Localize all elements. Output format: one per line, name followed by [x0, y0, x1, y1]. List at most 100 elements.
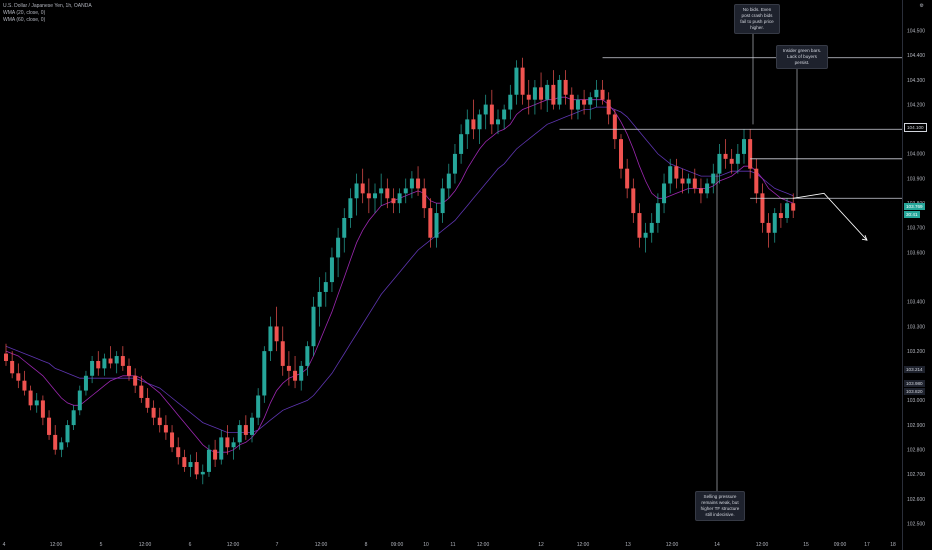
candle-body: [47, 417, 52, 435]
candle-body: [452, 153, 457, 174]
candle-body: [791, 203, 796, 211]
candle-body: [508, 94, 513, 110]
candle-body: [489, 104, 494, 125]
candle-body: [723, 153, 728, 159]
candle-body: [176, 447, 181, 458]
legend-wma60[interactable]: WMA (60, close, 0): [3, 17, 46, 23]
candle-body: [582, 99, 587, 105]
candle-body: [692, 178, 697, 189]
candle-body: [268, 326, 273, 352]
candle-body: [250, 417, 254, 435]
candle-body: [662, 183, 667, 204]
candle-body: [655, 203, 660, 223]
candle-body: [280, 341, 285, 366]
candle-body: [213, 449, 218, 460]
candle-body: [698, 188, 703, 194]
candle-body: [680, 178, 685, 184]
projection-path: [793, 192, 868, 241]
candle-body: [71, 410, 76, 426]
candle-body: [526, 94, 531, 100]
candle-body: [96, 360, 101, 369]
candle-body: [625, 168, 630, 189]
candle-body: [243, 425, 248, 435]
candle-body: [59, 442, 64, 450]
candle-body: [16, 373, 21, 381]
candle-body: [323, 282, 328, 292]
candle-body: [108, 358, 113, 364]
candle-body: [520, 67, 525, 95]
candle-body: [354, 183, 359, 199]
candle-body: [643, 232, 648, 238]
candle-body: [778, 213, 783, 218]
candle-body: [785, 203, 790, 218]
candle-body: [286, 365, 291, 371]
candle-body: [729, 158, 734, 164]
candle-body: [311, 306, 316, 347]
candle-body: [514, 67, 519, 95]
candle-body: [588, 97, 593, 105]
candle-body: [329, 257, 334, 283]
price-tag-104100: 104.100: [904, 123, 927, 132]
candle-body: [10, 360, 15, 374]
candle-body: [293, 370, 298, 381]
candle-body: [735, 153, 740, 164]
countdown-tag: 30:41: [904, 211, 920, 218]
candle-body: [262, 351, 267, 396]
candle-body: [348, 198, 353, 218]
candle-body: [305, 346, 310, 366]
legend-symbol[interactable]: U.S. Dollar / Japanese Yen, 1h, OANDA: [3, 3, 92, 9]
candle-body: [206, 449, 211, 472]
legend: U.S. Dollar / Japanese Yen, 1h, OANDA WM…: [3, 3, 92, 24]
candle-body: [231, 442, 236, 448]
candle-body: [440, 188, 445, 214]
candle-body: [77, 390, 82, 411]
candle-body: [668, 166, 673, 184]
price-axis-panel[interactable]: [902, 0, 932, 550]
candle-body: [225, 437, 230, 448]
candle-body: [717, 153, 722, 174]
candle-body: [403, 188, 408, 194]
candle-body: [416, 178, 421, 189]
annotation-note-top[interactable]: No bids. Even post crash bids fail to pu…: [734, 4, 780, 34]
candle-body: [360, 183, 365, 194]
candle-body: [299, 365, 304, 381]
candle-body: [194, 462, 199, 475]
candle-body: [139, 385, 144, 398]
candle-body: [557, 79, 562, 105]
candle-body: [34, 400, 39, 406]
candle-body: [256, 395, 261, 418]
candle-body: [686, 178, 691, 184]
candle-body: [317, 291, 322, 307]
legend-wma20[interactable]: WMA (20, close, 0): [3, 10, 46, 16]
candle-body: [551, 84, 556, 105]
candle-body: [459, 134, 464, 154]
annotation-note-bottom[interactable]: Selling pressure remains weak, but highe…: [695, 491, 745, 521]
candle-body: [477, 114, 482, 130]
candle-body: [4, 353, 8, 361]
candle-body: [342, 218, 347, 238]
candle-body: [649, 222, 654, 233]
candle-body: [502, 109, 507, 120]
candle-body: [22, 380, 27, 391]
candle-body: [28, 390, 33, 406]
candle-body: [575, 99, 580, 110]
settings-icon[interactable]: ⚙: [919, 3, 924, 9]
candle-body: [219, 437, 224, 460]
candle-body: [532, 87, 537, 100]
current-price-tag: 103.769: [904, 203, 925, 210]
candle-body: [674, 166, 679, 179]
price-tag-c: 103.820: [904, 388, 925, 395]
candle-body: [200, 471, 205, 475]
wma60-line: [5, 106, 794, 433]
projection-arrowhead: [861, 235, 868, 241]
candle-body: [102, 358, 107, 369]
candle-body: [569, 94, 574, 110]
candle-body: [631, 188, 636, 214]
candle-body: [114, 356, 119, 364]
candle-body: [637, 213, 642, 238]
candle-body: [742, 139, 746, 154]
annotation-note-mid[interactable]: Insider green bars. Lack of buyers persi…: [776, 45, 828, 69]
candle-body: [748, 139, 753, 169]
candle-body: [539, 87, 544, 100]
